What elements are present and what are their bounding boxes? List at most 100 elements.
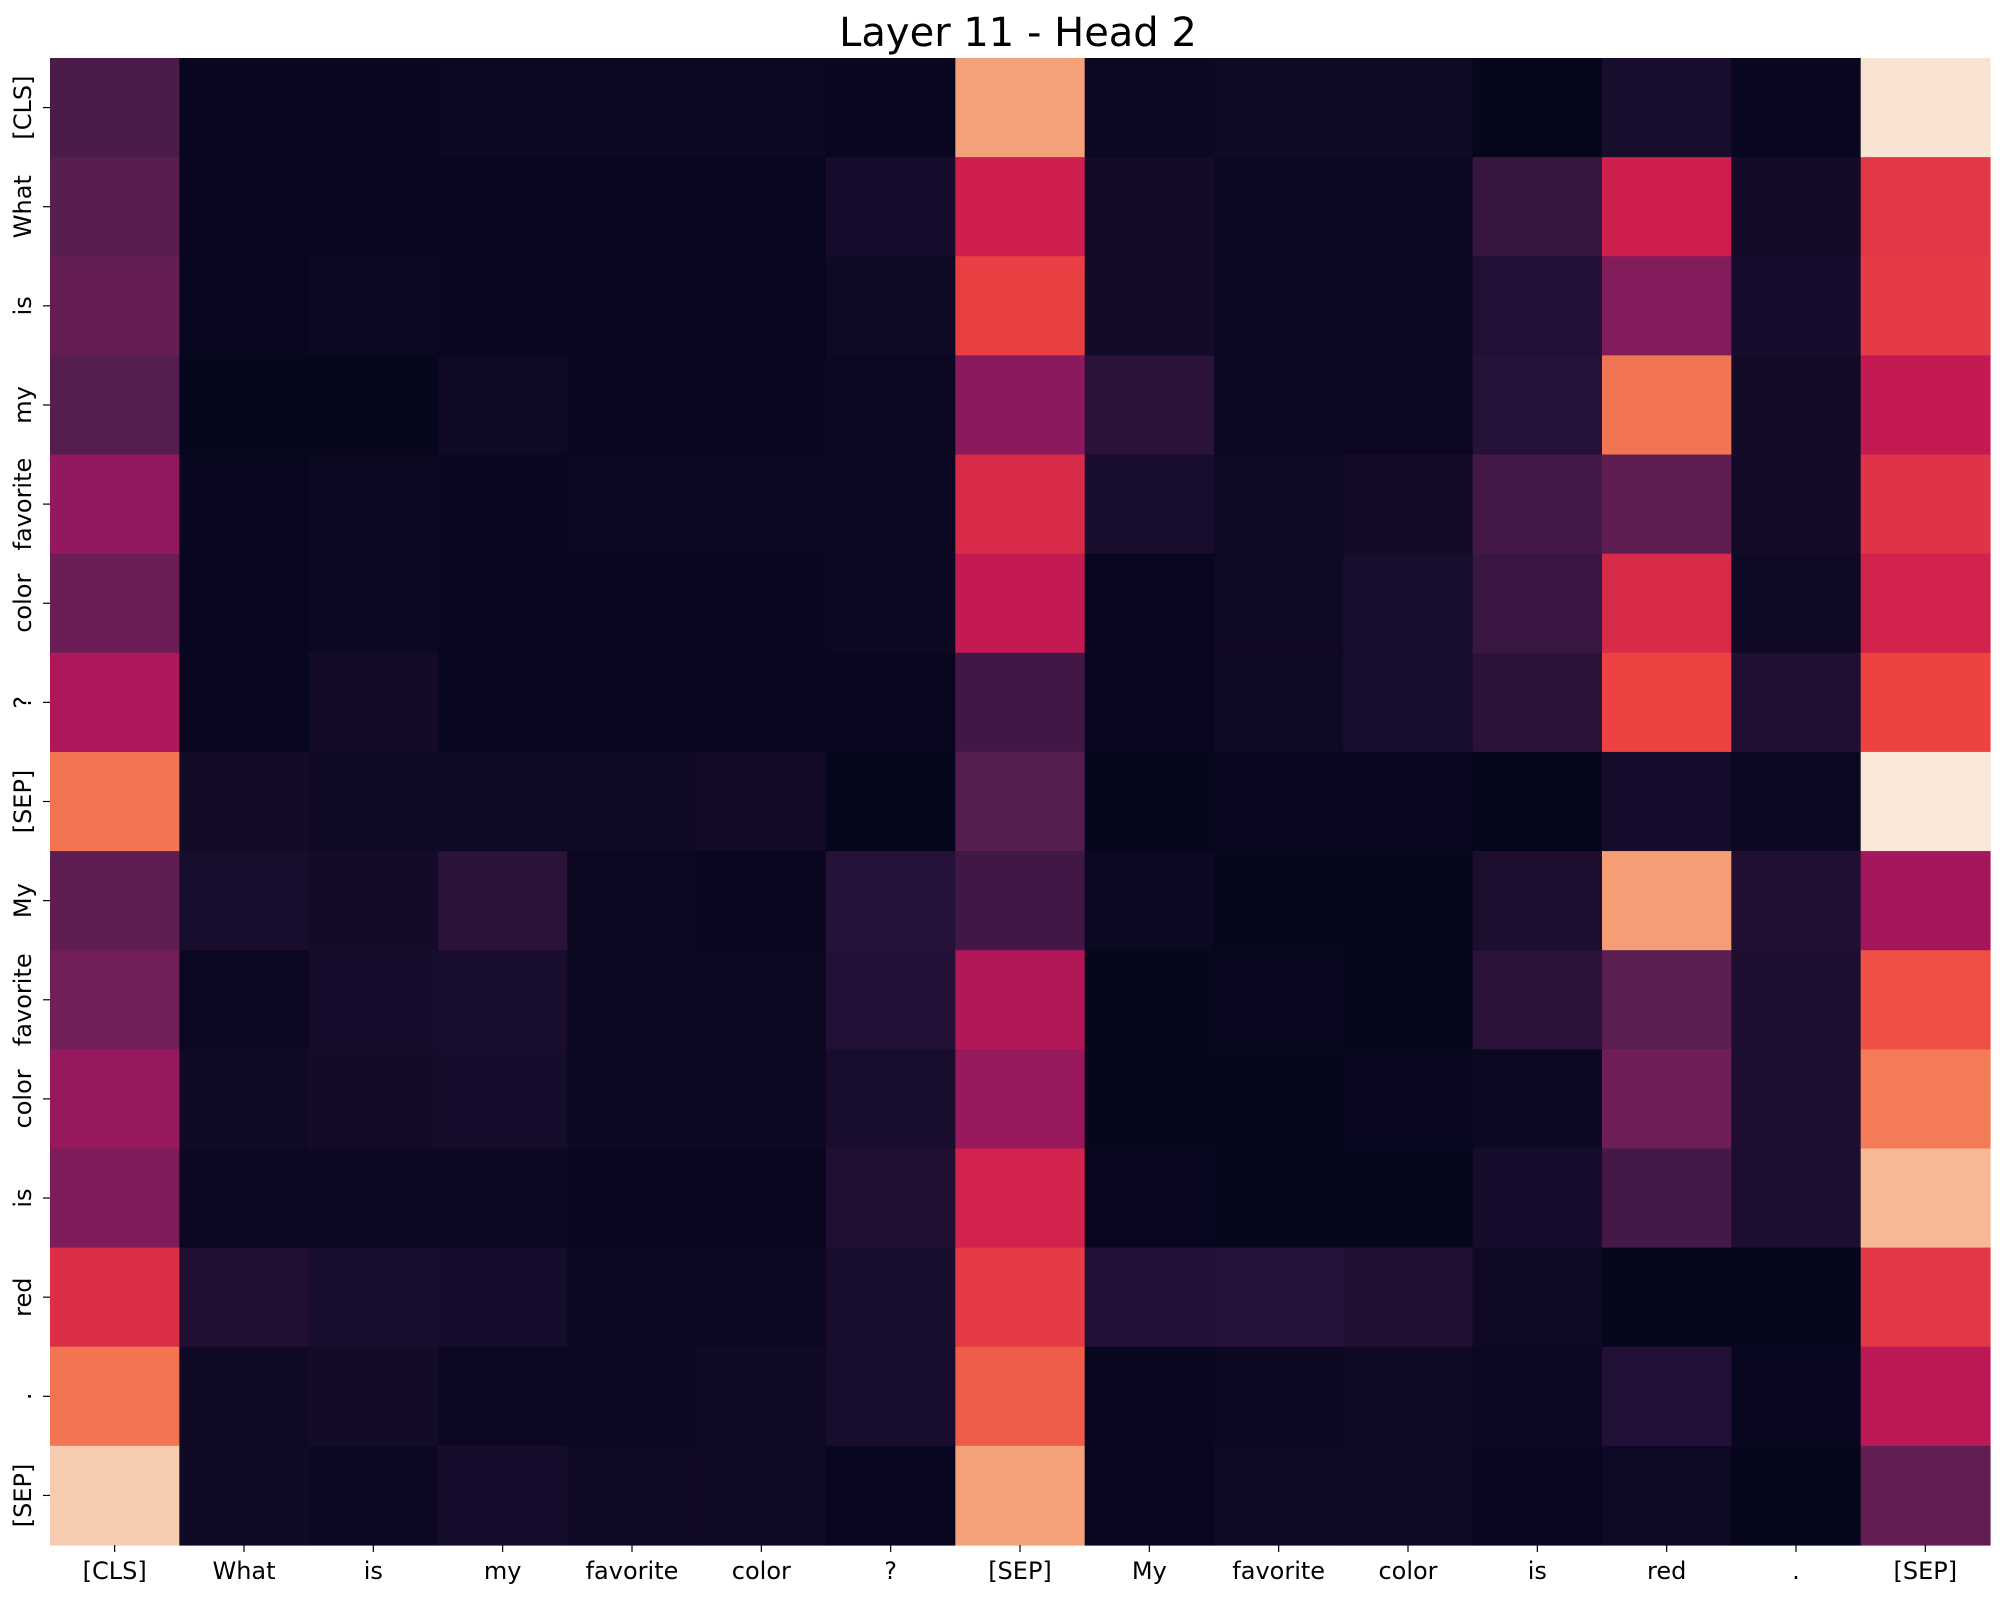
heatmap-cell-r9-c2 (308, 950, 439, 1050)
y-tick-label: favorite (9, 953, 37, 1046)
heatmap-cell-r13-c5 (696, 1346, 827, 1447)
heatmap-cell-r8-c10 (1343, 851, 1474, 951)
heatmap-cell-r13-c11 (1472, 1346, 1603, 1447)
heatmap-cell-r1-c3 (438, 157, 568, 257)
x-tick-label: What (212, 1557, 275, 1585)
heatmap-cell-r11-c6 (826, 1148, 956, 1249)
heatmap-cell-r12-c9 (1214, 1247, 1344, 1348)
heatmap-cell-r3-c7 (955, 355, 1086, 456)
x-tick-label: favorite (586, 1557, 679, 1585)
heatmap-cell-r5-c0 (50, 553, 180, 654)
heatmap-cell-r5-c4 (567, 553, 698, 654)
heatmap-cell-r6-c13 (1731, 652, 1862, 753)
heatmap-cell-r4-c9 (1214, 454, 1344, 555)
heatmap-cell-r4-c10 (1343, 454, 1474, 555)
heatmap-cell-r6-c3 (438, 652, 568, 753)
heatmap-cell-r11-c9 (1214, 1148, 1344, 1249)
heatmap-cell-r9-c1 (179, 950, 310, 1050)
heatmap-cell-r7-c9 (1214, 751, 1344, 852)
heatmap-cell-r0-c14 (1860, 58, 1991, 158)
heatmap-cell-r3-c12 (1602, 355, 1732, 456)
heatmap-cell-r5-c13 (1731, 553, 1862, 654)
heatmap-cell-r11-c12 (1602, 1148, 1732, 1249)
heatmap-cell-r11-c3 (438, 1148, 568, 1249)
heatmap-cell-r2-c14 (1860, 256, 1991, 356)
heatmap-cell-r10-c9 (1214, 1049, 1344, 1150)
y-tick-label: [SEP] (9, 1464, 37, 1528)
heatmap-cell-r12-c0 (50, 1247, 180, 1348)
heatmap-cell-r3-c1 (179, 355, 310, 456)
heatmap-cell-r3-c2 (308, 355, 439, 456)
heatmap-cell-r7-c11 (1472, 751, 1603, 852)
heatmap-cell-r9-c10 (1343, 950, 1474, 1050)
x-axis-tick-labels: [CLS] What is my favorite color? [SEP] My favori… (83, 1545, 1958, 1585)
heatmap-cell-r4-c8 (1084, 454, 1215, 555)
heatmap-cell-r6-c12 (1602, 652, 1732, 753)
y-tick-label: my (9, 386, 37, 424)
heatmap-cell-r10-c13 (1731, 1049, 1862, 1150)
heatmap-cell-r12-c10 (1343, 1247, 1474, 1348)
heatmap-cell-r13-c12 (1602, 1346, 1732, 1447)
x-tick-label: . (1792, 1557, 1800, 1585)
heatmap-cell-r1-c13 (1731, 157, 1862, 257)
x-tick-label: color (1378, 1557, 1437, 1585)
heatmap-cell-r0-c9 (1214, 58, 1344, 158)
x-tick-label: [SEP] (1894, 1557, 1958, 1585)
heatmap-cell-r5-c9 (1214, 553, 1344, 654)
heatmap-cell-r2-c9 (1214, 256, 1344, 356)
heatmap-cell-r10-c8 (1084, 1049, 1215, 1150)
heatmap-cell-r10-c12 (1602, 1049, 1732, 1150)
heatmap-cell-r10-c4 (567, 1049, 698, 1150)
heatmap-cell-r4-c3 (438, 454, 568, 555)
heatmap-cell-r9-c9 (1214, 950, 1344, 1050)
heatmap-cell-r6-c6 (826, 652, 956, 753)
y-axis-tick-labels: [CLS] What is my favorite color? [SEP] My favori… (9, 76, 50, 1528)
heatmap-cell-r0-c11 (1472, 58, 1603, 158)
heatmap-cell-r2-c6 (826, 256, 956, 356)
heatmap-cell-r3-c4 (567, 355, 698, 456)
heatmap-cell-r3-c11 (1472, 355, 1603, 456)
heatmap-cell-r2-c4 (567, 256, 698, 356)
heatmap-cell-r11-c2 (308, 1148, 439, 1249)
heatmap-cell-r6-c7 (955, 652, 1086, 753)
heatmap-cell-r4-c4 (567, 454, 698, 555)
heatmap-cell-r12-c3 (438, 1247, 568, 1348)
heatmap-cell-r12-c4 (567, 1247, 698, 1348)
heatmap-cell-r10-c3 (438, 1049, 568, 1150)
heatmap-cell-r7-c13 (1731, 751, 1862, 852)
heatmap-cell-r11-c1 (179, 1148, 310, 1249)
heatmap-cell-r8-c5 (696, 851, 827, 951)
heatmap-cell-r10-c1 (179, 1049, 310, 1150)
heatmap-cell-r0-c6 (826, 58, 956, 158)
heatmap-cell-r9-c8 (1084, 950, 1215, 1050)
heatmap-cell-r12-c8 (1084, 1247, 1215, 1348)
heatmap-cell-r8-c4 (567, 851, 698, 951)
heatmap-cell-r1-c7 (955, 157, 1086, 257)
heatmap-cell-r1-c5 (696, 157, 827, 257)
heatmap-cell-r14-c7 (955, 1445, 1086, 1546)
heatmap-cell-r4-c12 (1602, 454, 1732, 555)
heatmap-cell-r6-c8 (1084, 652, 1215, 753)
y-tick-label: color (9, 574, 37, 633)
heatmap-cell-r7-c2 (308, 751, 439, 852)
heatmap-cell-r1-c12 (1602, 157, 1732, 257)
heatmap-cell-r11-c5 (696, 1148, 827, 1249)
heatmap-cell-r11-c10 (1343, 1148, 1474, 1249)
heatmap-cell-r8-c9 (1214, 851, 1344, 951)
heatmap-cell-r7-c10 (1343, 751, 1474, 852)
heatmap-cell-r7-c8 (1084, 751, 1215, 852)
heatmap-cell-r9-c6 (826, 950, 956, 1050)
y-tick-label: is (9, 1188, 37, 1207)
heatmap-cell-r11-c0 (50, 1148, 180, 1249)
heatmap-cell-r2-c8 (1084, 256, 1215, 356)
heatmap-cell-r14-c12 (1602, 1445, 1732, 1546)
heatmap-cell-r6-c10 (1343, 652, 1474, 753)
x-tick-label: is (364, 1557, 383, 1585)
heatmap-cell-r8-c3 (438, 851, 568, 951)
heatmap-cell-r6-c2 (308, 652, 439, 753)
x-tick-label: my (484, 1557, 522, 1585)
heatmap-cell-r13-c10 (1343, 1346, 1474, 1447)
heatmap-cell-r8-c2 (308, 851, 439, 951)
heatmap-cell-r1-c10 (1343, 157, 1474, 257)
heatmap-cell-r5-c7 (955, 553, 1086, 654)
